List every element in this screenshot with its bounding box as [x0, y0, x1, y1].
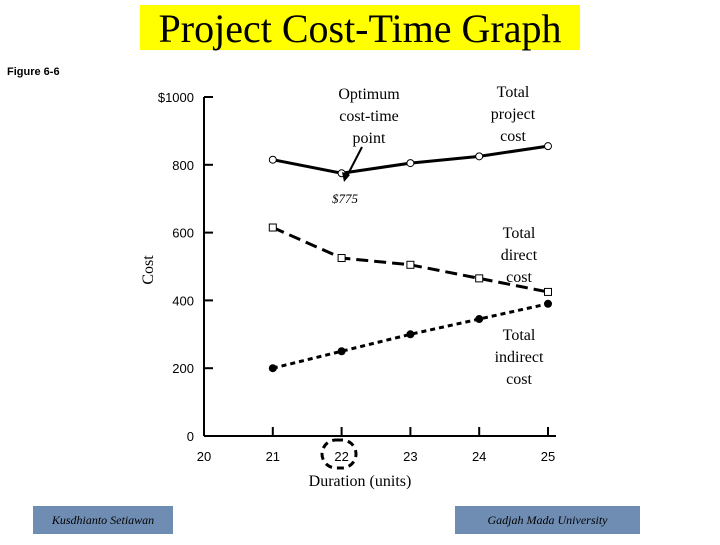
data-point: [268, 364, 277, 373]
y-tick-label: 600: [172, 226, 194, 241]
x-tick-label: 21: [266, 449, 280, 464]
footer-institution: Gadjah Mada University: [455, 506, 640, 534]
x-tick-label: 23: [403, 449, 417, 464]
data-point: [406, 330, 415, 339]
data-point: [544, 287, 552, 296]
label-total-project-cost: Total project cost: [491, 84, 536, 145]
series-line-2: [272, 302, 549, 370]
label-total-direct-cost: Total direct cost: [501, 225, 538, 286]
slide-title: Project Cost-Time Graph: [159, 6, 562, 51]
data-point: [406, 260, 415, 269]
y-tick-label: 400: [172, 293, 194, 308]
data-point: [406, 159, 415, 168]
y-tick-label: 800: [172, 158, 194, 173]
data-point: [544, 142, 552, 151]
y-tick-label: 0: [187, 429, 194, 444]
x-tick-label: 20: [197, 449, 211, 464]
data-point: [544, 299, 552, 308]
x-tick-label: 24: [472, 449, 486, 464]
data-point: [337, 347, 346, 356]
x-axis-label: Duration (units): [309, 473, 412, 490]
y-tick-label: 200: [172, 361, 194, 376]
optimum-value-label: $775: [332, 191, 359, 206]
highlight-22: [320, 438, 358, 470]
optimum-arrowhead: [342, 172, 350, 182]
data-point: [268, 155, 277, 164]
y-axis-label: Cost: [140, 255, 157, 285]
data-point: [475, 274, 484, 283]
data-point: [475, 152, 484, 161]
title-background: [140, 5, 580, 50]
y-tick-label: $1000: [158, 90, 194, 105]
data-point: [337, 254, 346, 263]
data-point: [268, 223, 277, 232]
footer-author: Kusdhianto Setiawan: [33, 506, 173, 534]
x-tick-label: 22: [334, 449, 348, 464]
data-point: [475, 315, 484, 324]
optimum-arrow: [345, 146, 363, 179]
x-tick-label: 25: [541, 449, 555, 464]
label-total-indirect-cost: Total indirect cost: [495, 327, 544, 388]
optimum-annotation: Optimum cost-time point: [338, 86, 400, 147]
figure-label: Figure 6-6: [7, 66, 60, 78]
